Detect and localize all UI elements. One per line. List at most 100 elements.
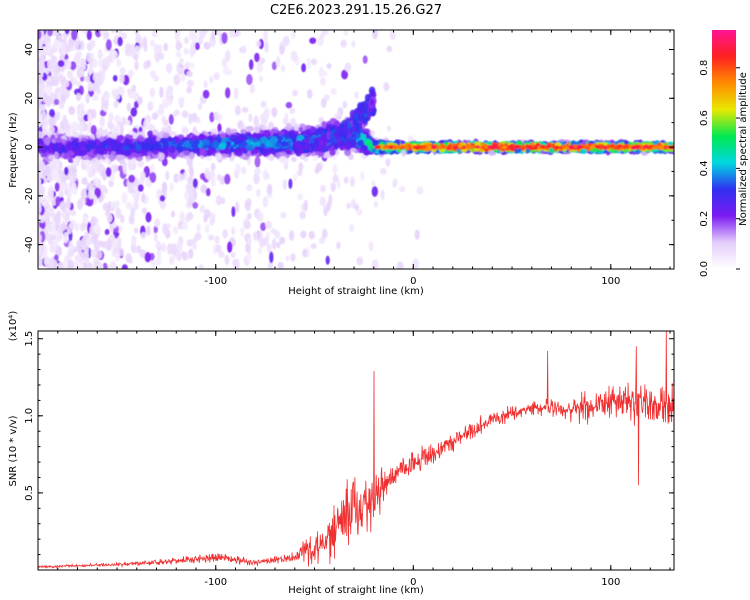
spectrogram-cell — [258, 75, 264, 82]
spectrogram-cell — [67, 185, 73, 198]
spectrogram-cell — [45, 165, 52, 176]
spectrogram-cell — [311, 58, 317, 66]
spectrogram-cell — [106, 213, 113, 223]
spectrogram-cell — [81, 188, 87, 201]
spectrogram-cell — [279, 44, 285, 55]
spectrogram-cell — [38, 44, 41, 53]
spectrogram-cell — [58, 73, 64, 82]
spectrogram-cell — [256, 212, 262, 221]
spectrogram-cell — [90, 162, 96, 170]
spectrogram-cell — [81, 30, 89, 35]
spectrogram-cell — [54, 213, 61, 225]
spectrogram-cell — [63, 257, 69, 269]
spectrogram-cell — [64, 30, 70, 35]
spectrogram-cell — [59, 223, 67, 232]
spectrogram-cell — [69, 219, 76, 230]
spectrogram-cell — [192, 202, 199, 209]
spectrogram-cell — [235, 201, 240, 213]
spectrogram-cell — [44, 45, 51, 53]
spectrogram-cell — [82, 250, 89, 262]
spectrogram-cell — [318, 236, 326, 245]
spectrogram-cell — [325, 255, 330, 265]
spectrogram-cell — [340, 39, 347, 48]
spectrogram-cell — [72, 120, 78, 132]
spectrogram-cell — [204, 224, 210, 234]
spectrogram-cell — [241, 45, 247, 54]
spectrogram-cell — [58, 34, 66, 41]
spectrogram-cell — [260, 112, 267, 124]
spectrogram-cell — [112, 75, 118, 82]
spectrogram-cell — [53, 72, 58, 82]
spectrogram-cell — [293, 174, 298, 181]
spectrogram-cell — [187, 62, 195, 69]
spectrogram-cell — [40, 161, 46, 172]
spectrogram-cell — [234, 105, 241, 116]
spectrogram-cell — [210, 162, 216, 172]
spectrogram-cell — [68, 106, 76, 116]
spectrogram-cell — [336, 179, 341, 190]
spectrogram-cell — [121, 192, 128, 204]
spectrogram-cell — [160, 242, 167, 253]
spectrogram-cell — [192, 178, 198, 189]
spectrogram-cell — [386, 45, 393, 53]
spectrogram-cell — [184, 36, 189, 45]
spectrogram-cell — [290, 253, 296, 262]
spectrogram-cell — [165, 170, 170, 181]
spectrogram-cell — [179, 211, 185, 223]
spectrogram-cell — [178, 96, 185, 106]
spectrogram-cell — [157, 52, 165, 60]
spectrogram-cell — [264, 41, 269, 53]
spectrogram-cell — [109, 202, 116, 212]
spectrogram-cell — [81, 63, 87, 71]
spectrogram-cell — [38, 233, 42, 243]
spectrogram-cell — [145, 179, 152, 188]
spectrogram-cell — [105, 39, 112, 51]
spectrogram-cell — [211, 30, 216, 41]
spectrogram-cell — [146, 225, 151, 236]
spectrogram-cell — [309, 37, 317, 44]
spectrogram-cell — [77, 68, 85, 78]
spectrogram-cell — [43, 34, 50, 42]
spectrogram-cell — [158, 103, 165, 116]
spectrogram-cell — [130, 235, 137, 247]
spectrogram-cell — [247, 237, 252, 246]
spectrogram-cell — [263, 30, 268, 42]
spectrogram-cell — [213, 72, 220, 81]
spectrogram-cell — [203, 41, 211, 50]
spectrogram-cell — [182, 171, 188, 181]
spectrogram-cell — [87, 171, 93, 178]
spectrogram-cell — [131, 84, 137, 93]
spectrogram-cell — [108, 112, 114, 122]
spectrogram-cell — [79, 223, 87, 232]
spectrogram-cell — [55, 196, 61, 207]
spectrogram-cell — [392, 178, 398, 187]
spectrogram-cell — [172, 226, 179, 235]
spectrogram-cell — [202, 89, 210, 99]
spectrogram-cell — [113, 38, 118, 45]
spectrogram-cell — [219, 197, 226, 205]
spectrogram-cell — [125, 42, 132, 53]
spectrogram-cell — [300, 230, 307, 239]
spectrogram-cell — [57, 39, 63, 49]
spectrogram-cell — [53, 39, 60, 50]
spectrogram-cell — [308, 230, 315, 240]
spectrogram-cell — [149, 87, 156, 98]
spectrogram-cell — [137, 184, 144, 192]
spectrogram-cell — [126, 88, 132, 95]
spectrogram-cell — [137, 159, 145, 168]
spectrogram-cell — [102, 202, 108, 211]
spectrogram-cell — [225, 87, 231, 99]
spectrogram-cell — [162, 223, 168, 235]
spectrogram-cell — [41, 123, 48, 132]
spectrogram-cell — [169, 182, 174, 192]
spectrogram-cell — [63, 182, 69, 191]
spectrogram-cell — [100, 184, 107, 193]
spectrogram-cell — [277, 261, 284, 269]
spectrogram-cell — [119, 67, 126, 75]
spectrogram-cell — [302, 248, 308, 258]
spectrogram-cell — [134, 60, 139, 71]
spectrogram-cell — [112, 221, 118, 229]
spectrogram-cell — [269, 251, 274, 264]
spectrogram-cell — [87, 81, 94, 92]
